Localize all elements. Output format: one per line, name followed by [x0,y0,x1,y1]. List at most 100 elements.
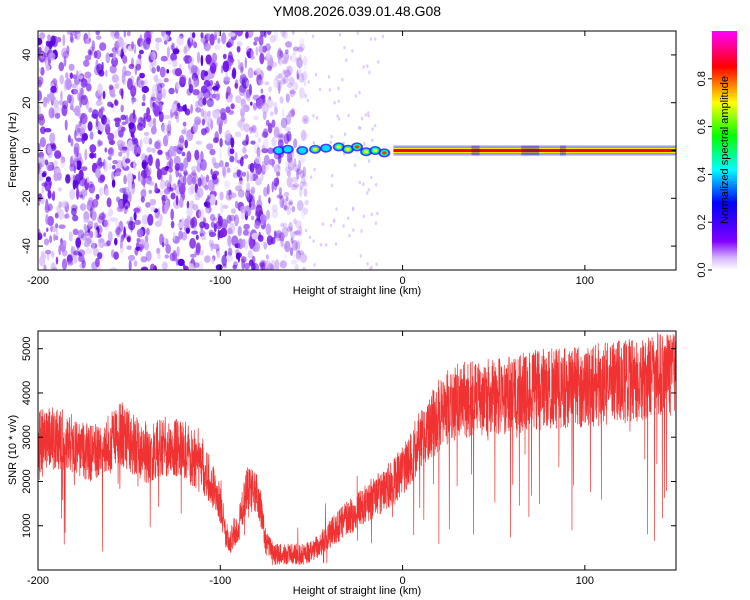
spectrogram-noise-blob [249,237,254,250]
spectrogram-noise-blob [179,74,187,84]
spectrogram-noise-blob [214,62,218,68]
spectrogram-speckle [354,94,358,98]
spectrogram-noise-blob [99,108,106,113]
spectrogram-noise-blob [47,215,54,227]
spectrogram-noise-blob [44,159,49,166]
spectrogram-speckle [364,113,368,117]
spectrogram-noise-blob [53,171,59,182]
spectrogram-noise-blob [68,63,75,71]
spectrogram-noise-blob [143,168,151,179]
spectrogram-noise-blob [96,35,102,40]
spectrogram-noise-blob [286,226,293,232]
spectrogram-noise-blob [246,191,250,199]
spectrogram-noise-blob [179,134,185,144]
spectrogram-noise-blob [165,151,170,161]
spectrogram-noise-blob [90,210,97,221]
spectrogram-noise-blob [45,249,52,255]
transition-blob-mid [298,147,307,154]
spectrogram-noise-blob [280,222,285,228]
spectrogram-noise-blob [237,120,243,128]
spectrogram-noise-blob [291,52,297,64]
spectrogram-noise-blob [69,163,75,172]
spectrogram-noise-blob [67,134,71,143]
spectrogram-noise-blob [112,159,118,165]
spectrogram-noise-blob [98,187,104,196]
spectrogram-noise-blob [150,51,156,61]
spectrogram-noise-blob [97,96,102,102]
spectrogram-speckle [368,70,371,75]
spectrogram-noise-blob [123,187,131,195]
spectrogram-noise-blob [213,31,218,39]
spectrogram-noise-blob [112,49,116,61]
spectrogram-noise-blob [226,167,231,174]
spectrogram-noise-blob [65,213,70,219]
spectrogram-noise-blob [110,249,115,258]
spectrogram-noise-blob [236,41,243,47]
spectrogram-noise-blob [262,266,269,270]
spectrogram-speckle [304,228,308,233]
spectrogram-noise-blob [139,72,146,79]
spectrogram-noise-blob [191,176,197,185]
spectrogram-noise-blob [106,218,111,227]
spectrogram-noise-blob [80,78,88,88]
spectrogram-noise-blob [273,177,280,187]
spectrogram-noise-blob [266,209,270,220]
spectrogram-noise-blob [265,223,272,236]
spectrogram-noise-blob [148,53,153,63]
spectrogram-noise-blob [65,174,71,184]
spectrogram-noise-blob [54,150,62,159]
spectrogram-noise-blob [87,121,93,132]
spectrogram-speckle [375,182,378,187]
spectrogram-noise-blob [126,245,132,251]
spectrogram-noise-blob [274,259,280,270]
spectrogram-noise-blob [122,191,130,202]
spectrogram-y-tick-label: 20 [21,97,33,109]
spectrogram-noise-blob [261,131,269,139]
spectrogram-noise-blob [47,145,52,154]
spectrogram-noise-blob [240,98,247,109]
spectrogram-noise-blob [50,226,58,233]
spectrogram-noise-blob [285,41,292,48]
spectrogram-noise-blob [71,204,78,212]
spectrogram-noise-blob [60,90,63,102]
spectrogram-noise-blob [144,79,148,86]
spectrogram-noise-blob [133,159,136,171]
spectrogram-noise-blob [226,189,233,196]
spectrogram-noise-blob [136,238,141,243]
spectrogram-noise-blob [243,223,250,230]
spectrogram-noise-blob [127,234,132,243]
spectrogram-speckle [377,60,380,64]
spectrogram-noise-blob [292,183,300,188]
spectrogram-noise-blob [265,254,269,260]
spectrogram-speckle [370,175,373,180]
spectrogram-noise-blob [141,102,146,107]
spectrogram-speckle [345,58,348,62]
spectrogram-noise-blob [254,241,261,252]
spectrogram-noise-blob [204,184,209,191]
spectrogram-noise-blob [229,192,237,199]
spectrogram-noise-blob [80,113,88,125]
spectrogram-noise-blob [284,253,287,261]
spectrogram-noise-blob [227,227,233,235]
spectrogram-speckle [318,87,322,92]
spectrogram-speckle [337,99,340,103]
spectrogram-noise-blob [140,196,145,203]
spectrogram-noise-blob [299,66,302,76]
spectrogram-noise-blob [157,83,163,94]
spectrogram-noise-blob [221,164,226,177]
spectrogram-noise-blob [156,168,162,180]
spectrogram-noise-blob [290,237,294,244]
spectrogram-noise-blob [143,131,150,136]
spectrogram-speckle [371,127,374,131]
spectrogram-speckle [343,45,346,50]
spectrogram-noise-blob [95,193,100,200]
spectrogram-noise-blob [190,218,195,229]
spectrogram-noise-blob [235,31,244,37]
spectrogram-noise-blob [253,115,259,121]
spectrogram-noise-blob [84,148,88,161]
spectrogram-noise-blob [176,246,180,257]
spectrogram-noise-blob [298,73,305,83]
spectrogram-noise-blob [175,258,180,266]
spectrogram-noise-blob [299,225,303,237]
